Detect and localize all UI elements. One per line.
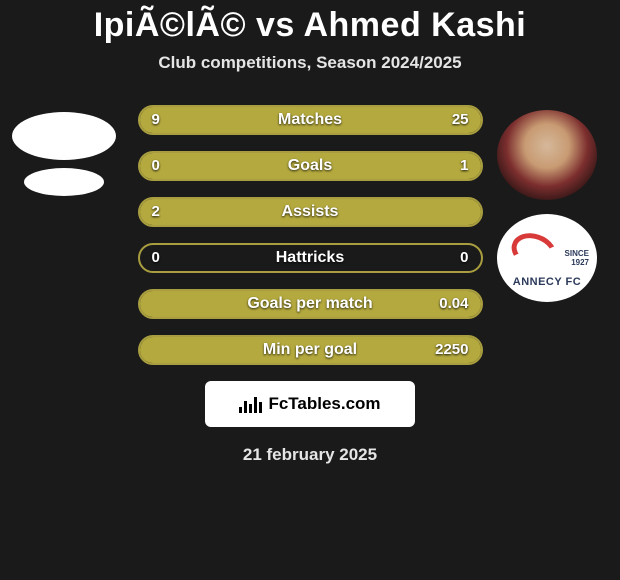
- player-left-club-badge: [24, 168, 104, 196]
- stat-row: Matches925: [138, 105, 483, 135]
- stat-row: Assists2: [138, 197, 483, 227]
- stat-row: Goals per match0.04: [138, 289, 483, 319]
- player-right-avatar: [497, 110, 597, 200]
- stat-bar-right: [140, 153, 481, 179]
- club-swoosh-icon: [507, 227, 562, 275]
- footer-date: 21 february 2025: [0, 445, 620, 465]
- stat-row: Goals01: [138, 151, 483, 181]
- comparison-card: IpiÃ©lÃ© vs Ahmed Kashi Club competition…: [0, 0, 620, 580]
- stat-bar-left: [140, 107, 229, 133]
- stat-bar-left: [140, 199, 481, 225]
- stat-label: Hattricks: [140, 245, 481, 271]
- page-title: IpiÃ©lÃ© vs Ahmed Kashi: [0, 6, 620, 45]
- footer-brand-card[interactable]: FcTables.com: [205, 381, 415, 427]
- page-subtitle: Club competitions, Season 2024/2025: [0, 53, 620, 73]
- club-since-year: 1927: [571, 258, 589, 267]
- footer-brand-text: FcTables.com: [268, 394, 380, 414]
- stat-bar-right: [140, 337, 481, 363]
- stat-bar-right: [228, 107, 480, 133]
- stat-value-right: 0: [460, 245, 468, 271]
- player-right-club-badge: SINCE 1927 ANNECY FC: [497, 214, 597, 302]
- player-right-panel: SINCE 1927 ANNECY FC: [492, 110, 602, 302]
- bars-icon: [239, 395, 262, 413]
- stat-value-left: 0: [152, 245, 160, 271]
- player-left-avatar: [12, 112, 116, 160]
- player-left-panel: [8, 112, 120, 196]
- club-name: ANNECY FC: [497, 276, 597, 288]
- stat-row: Min per goal2250: [138, 335, 483, 365]
- club-since-label: SINCE: [565, 249, 589, 258]
- stat-row: Hattricks0 0: [138, 243, 483, 273]
- stat-bar-right: [140, 291, 481, 317]
- club-since: SINCE 1927: [565, 250, 589, 268]
